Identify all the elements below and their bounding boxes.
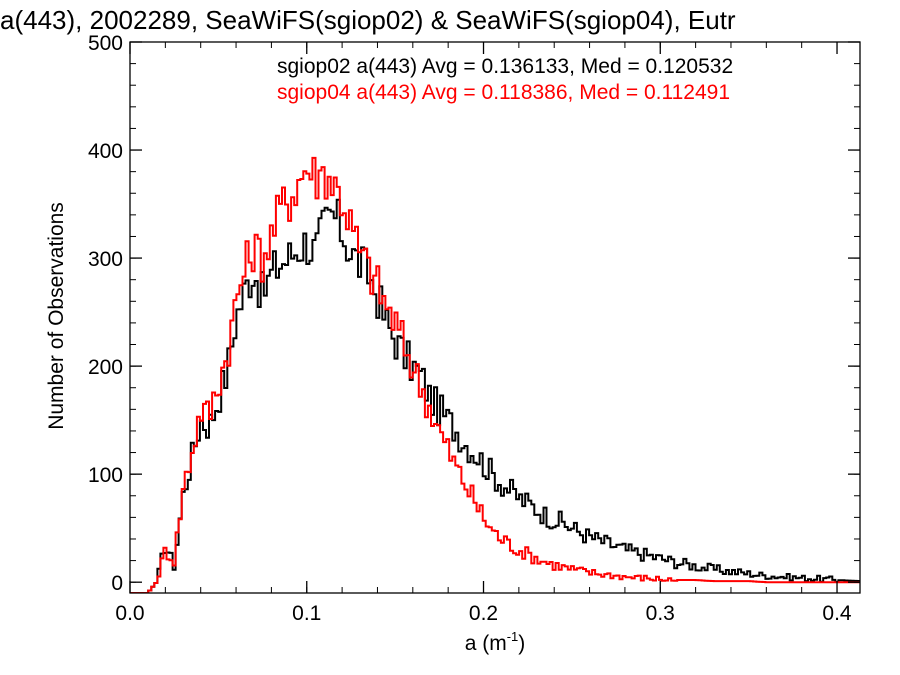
x-axis-label: a (m-1) bbox=[465, 629, 526, 655]
y-tick-label: 200 bbox=[88, 356, 123, 379]
x-axis-label-base: a (m bbox=[465, 632, 507, 655]
histogram-series-2 bbox=[130, 156, 860, 593]
y-axis-label: Number of Observations bbox=[45, 202, 68, 430]
y-tick-label: 0 bbox=[111, 572, 123, 595]
x-tick-label: 0.2 bbox=[469, 602, 498, 625]
histogram-series-1 bbox=[130, 198, 860, 593]
y-tick-label: 400 bbox=[88, 140, 123, 163]
plot-series-group bbox=[130, 156, 860, 593]
plot-axes-group: 0.0 0.1 0.2 0.3 0.4 0 100 200 300 400 500 bbox=[88, 32, 861, 625]
x-tick-label: 0.4 bbox=[822, 602, 852, 625]
x-tick-label: 0.0 bbox=[115, 602, 144, 625]
stats-annotation-1: sgiop02 a(443) Avg = 0.136133, Med = 0.1… bbox=[277, 55, 733, 78]
x-tick-label: 0.3 bbox=[646, 602, 675, 625]
chart-title: a(443), 2002289, SeaWiFS(sgiop02) & SeaW… bbox=[0, 5, 736, 35]
plot-annotations-group: sgiop02 a(443) Avg = 0.136133, Med = 0.1… bbox=[277, 55, 733, 104]
y-tick-label: 100 bbox=[88, 464, 123, 487]
stats-annotation-2: sgiop04 a(443) Avg = 0.118386, Med = 0.1… bbox=[277, 81, 730, 104]
x-tick-label: 0.1 bbox=[292, 602, 321, 625]
x-axis-label-close: ) bbox=[518, 632, 525, 655]
y-tick-label: 300 bbox=[88, 248, 123, 271]
y-tick-label: 500 bbox=[88, 32, 123, 55]
plot-frame bbox=[129, 41, 861, 594]
x-axis-label-superscript: -1 bbox=[507, 629, 519, 644]
